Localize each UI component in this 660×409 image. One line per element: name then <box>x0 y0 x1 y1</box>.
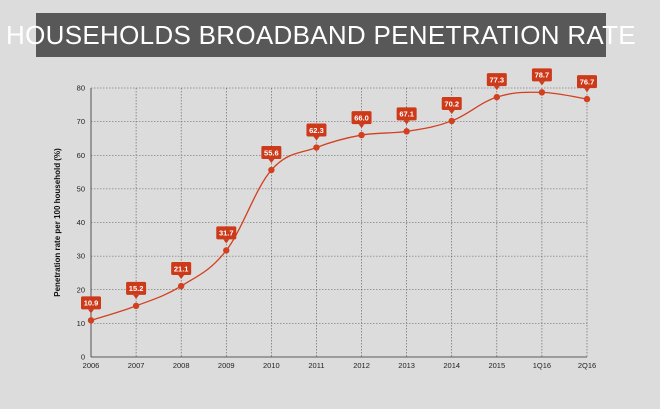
data-label-box <box>261 146 282 160</box>
data-label-text: 78.7 <box>535 71 550 80</box>
y-tick-label: 10 <box>77 319 85 328</box>
series-line <box>90 91 588 321</box>
data-point <box>538 89 546 96</box>
x-tick-label: 2008 <box>173 361 190 370</box>
data-point <box>223 247 230 254</box>
data-label: 70.2 <box>441 96 462 114</box>
data-label: 77.3 <box>486 73 507 91</box>
data-label: 15.2 <box>126 281 147 299</box>
x-tick-label: 2012 <box>353 361 370 370</box>
x-tick-label: 2015 <box>488 361 505 370</box>
data-label-text: 55.6 <box>264 148 279 157</box>
data-label-pointer <box>358 124 365 129</box>
data-point <box>268 166 275 174</box>
data-label-pointer <box>584 88 590 93</box>
data-label: 67.1 <box>396 107 417 125</box>
y-tick-label: 70 <box>77 117 85 126</box>
data-label-box <box>306 123 327 137</box>
data-label-pointer <box>403 120 410 125</box>
y-tick-label: 50 <box>77 184 85 193</box>
data-label-box <box>126 281 147 295</box>
data-label-text: 70.2 <box>444 99 459 108</box>
data-label-box <box>486 73 507 87</box>
data-label: 55.6 <box>261 146 282 164</box>
data-label-pointer <box>268 159 275 164</box>
data-label-pointer <box>313 136 320 141</box>
data-label-box <box>396 107 417 121</box>
y-tick-label: 20 <box>77 285 85 294</box>
y-tick-label: 80 <box>77 84 85 93</box>
x-tick-label: 2006 <box>83 361 100 370</box>
data-label: 10.9 <box>81 296 101 314</box>
data-label: 31.7 <box>216 226 237 244</box>
x-tick-label: 2014 <box>443 361 460 370</box>
data-label-text: 15.2 <box>129 284 144 293</box>
x-tick-label: 2009 <box>218 361 235 370</box>
title-banner: HOUSEHOLDS BROADBAND PENETRATION RATE <box>6 13 636 57</box>
data-label-text: 76.7 <box>580 77 595 86</box>
data-point <box>132 302 140 310</box>
series-line-layer <box>90 91 588 321</box>
data-points <box>87 89 591 324</box>
data-label-box <box>531 68 552 82</box>
data-label-box <box>577 75 597 89</box>
data-label-pointer <box>538 81 545 86</box>
grid <box>91 87 588 357</box>
data-labels: 10.9 15.2 21.1 31.7 55.6 62.3 66.0 67.1 70.2 77.3… <box>81 68 597 314</box>
data-label-pointer <box>493 86 500 91</box>
data-label-box <box>216 226 237 240</box>
data-label-text: 31.7 <box>219 229 234 238</box>
x-tick-label: 1Q16 <box>533 361 551 370</box>
data-label: 78.7 <box>531 68 552 86</box>
y-tick-label: 30 <box>77 252 85 261</box>
data-point <box>177 282 185 290</box>
data-label-text: 77.3 <box>490 75 505 84</box>
data-label-pointer <box>88 309 94 314</box>
data-label-pointer <box>178 275 185 280</box>
data-label: 62.3 <box>306 123 327 141</box>
data-label-text: 21.1 <box>174 264 189 273</box>
x-tick-label: 2010 <box>263 361 280 370</box>
data-point <box>313 144 320 151</box>
data-point <box>358 131 365 139</box>
y-tick-label: 60 <box>77 151 85 160</box>
data-point <box>87 317 95 324</box>
y-axis-label: Penetration rate per 100 household (%) <box>53 148 62 297</box>
data-label: 21.1 <box>171 262 192 280</box>
data-label-pointer <box>223 239 230 244</box>
data-point <box>493 93 501 101</box>
data-label-text: 62.3 <box>309 126 324 135</box>
data-label: 66.0 <box>351 111 372 129</box>
axes: 0 10 20 30 40 50 60 70 80 2006 2007 2008 2009 2010 201… <box>77 84 597 371</box>
data-label-text: 67.1 <box>399 110 414 119</box>
x-tick-label: 2Q16 <box>578 361 596 370</box>
data-label-text: 10.9 <box>84 299 99 308</box>
chart-title: HOUSEHOLDS BROADBAND PENETRATION RATE <box>6 19 636 50</box>
x-tick-label: 2007 <box>128 361 145 370</box>
data-point <box>403 128 410 135</box>
data-label-pointer <box>448 109 455 114</box>
data-point <box>583 95 591 103</box>
y-tick-label: 0 <box>81 353 85 362</box>
data-label-text: 66.0 <box>354 113 369 122</box>
data-label-box <box>81 296 101 310</box>
data-label: 76.7 <box>577 75 597 93</box>
data-label-box <box>171 262 192 276</box>
data-label-pointer <box>133 294 140 299</box>
x-tick-label: 2011 <box>308 361 324 370</box>
data-label-box <box>351 111 372 125</box>
data-label-box <box>441 96 462 110</box>
data-point <box>448 117 455 125</box>
y-tick-label: 40 <box>77 218 85 227</box>
x-tick-label: 2013 <box>398 361 415 370</box>
